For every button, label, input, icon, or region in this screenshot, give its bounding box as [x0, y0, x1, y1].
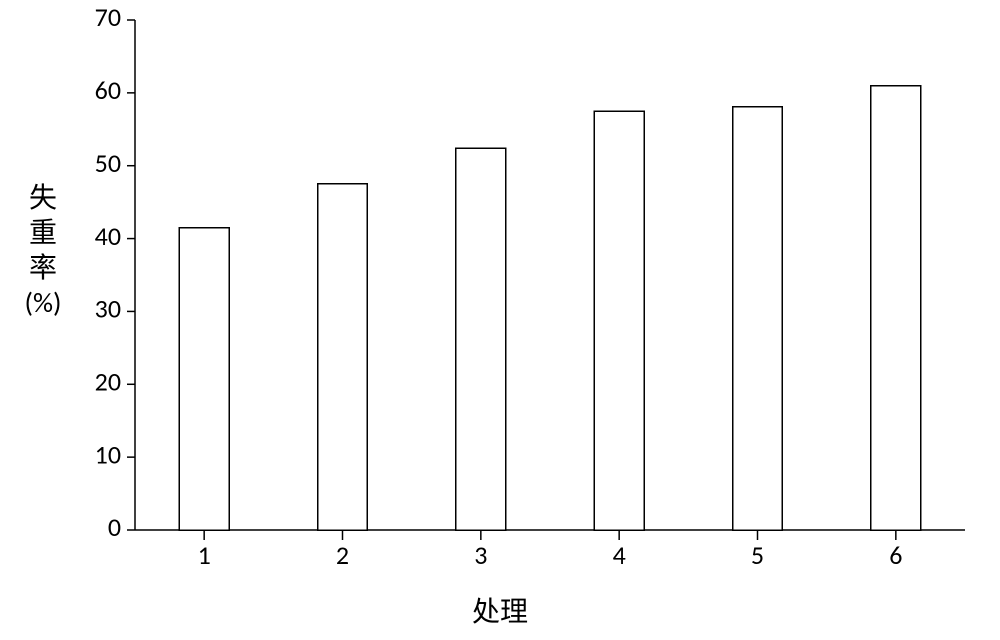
x-tick-label: 2: [336, 539, 349, 571]
x-axis-title-text: 处理: [472, 594, 528, 629]
x-tick-label: 1: [198, 539, 211, 571]
bar-chart: 失 重 率 (%) 处理 0 10 20 30 40 50 60 70 1 2 3 4 5 6: [0, 0, 1000, 635]
x-tick-label: 4: [613, 539, 626, 571]
x-axis-title: 处理: [0, 590, 1000, 630]
x-tick-label: 3: [474, 539, 487, 571]
chart-svg: 0 10 20 30 40 50 60 70 1 2 3 4 5 6: [0, 0, 1000, 635]
bar: [733, 107, 783, 530]
x-tick-label: 6: [889, 539, 902, 571]
y-tick-label: 30: [95, 293, 121, 325]
bar: [871, 86, 921, 530]
y-tick-label: 60: [95, 74, 121, 106]
y-tick-label: 70: [95, 1, 121, 33]
bar: [456, 148, 506, 530]
y-tick-label: 0: [108, 511, 121, 543]
y-axis-title-line: 重: [8, 215, 78, 250]
y-axis-title-line: 失: [8, 180, 78, 215]
y-tick-label: 50: [95, 147, 121, 179]
bar: [179, 228, 229, 530]
y-axis-title: 失 重 率 (%): [8, 180, 78, 320]
bar: [318, 184, 368, 530]
y-axis-title-line: (%): [8, 285, 78, 320]
bar: [594, 111, 644, 530]
y-tick-label: 20: [95, 365, 121, 397]
y-tick-label: 10: [95, 438, 121, 470]
y-axis-title-line: 率: [8, 250, 78, 285]
y-tick-label: 40: [95, 220, 121, 252]
x-tick-label: 5: [751, 539, 764, 571]
